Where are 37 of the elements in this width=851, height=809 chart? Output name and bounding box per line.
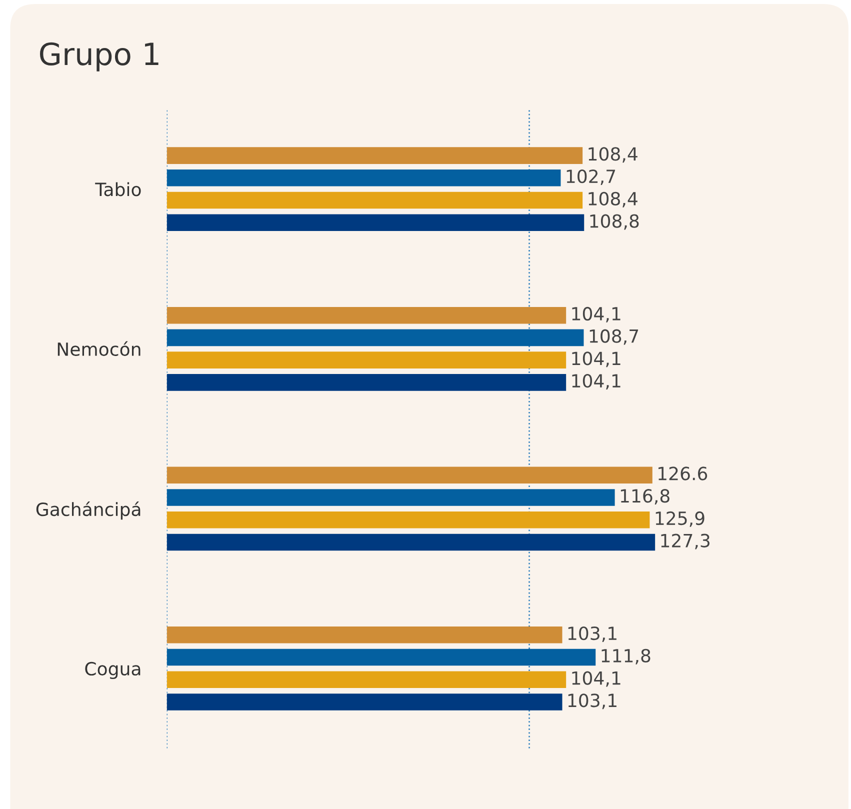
bar <box>166 374 566 391</box>
data-label: 104,1 <box>572 352 620 368</box>
bar <box>166 192 583 209</box>
bar <box>166 626 562 644</box>
bar <box>166 352 566 368</box>
y-tick-label: Cogua <box>85 662 140 680</box>
y-tick-label: Nemocón <box>58 341 140 356</box>
data-label: 127,3 <box>661 534 710 550</box>
bar <box>166 648 596 666</box>
bar <box>166 671 566 688</box>
data-label: 126.6 <box>658 466 708 480</box>
y-tick-label: Tabio <box>95 182 141 196</box>
data-label: 125,9 <box>656 511 704 527</box>
chart-title: Grupo 1 <box>40 42 158 72</box>
bar <box>166 534 656 551</box>
bar <box>166 214 584 232</box>
bar <box>166 147 583 164</box>
data-label: 108,7 <box>590 329 638 345</box>
bar <box>166 306 566 324</box>
bar <box>166 329 584 346</box>
data-label: 102,7 <box>566 170 616 185</box>
bar <box>166 466 652 484</box>
data-label: 111,8 <box>602 648 650 664</box>
y-tick-label: Gacháncipá <box>36 501 140 520</box>
data-label: 104,1 <box>572 306 620 322</box>
data-label: 103,1 <box>568 694 616 710</box>
data-label: 108,4 <box>588 192 638 208</box>
bar <box>166 511 650 528</box>
bar <box>166 694 562 710</box>
data-label: 103,1 <box>568 626 616 642</box>
data-label: 108,8 <box>590 214 639 230</box>
bar <box>166 170 561 186</box>
data-label: 104,1 <box>572 671 620 687</box>
data-label: 116,8 <box>620 489 670 505</box>
bar <box>166 489 615 506</box>
data-label: 104,1 <box>572 374 620 390</box>
data-label: 108,4 <box>588 147 638 163</box>
